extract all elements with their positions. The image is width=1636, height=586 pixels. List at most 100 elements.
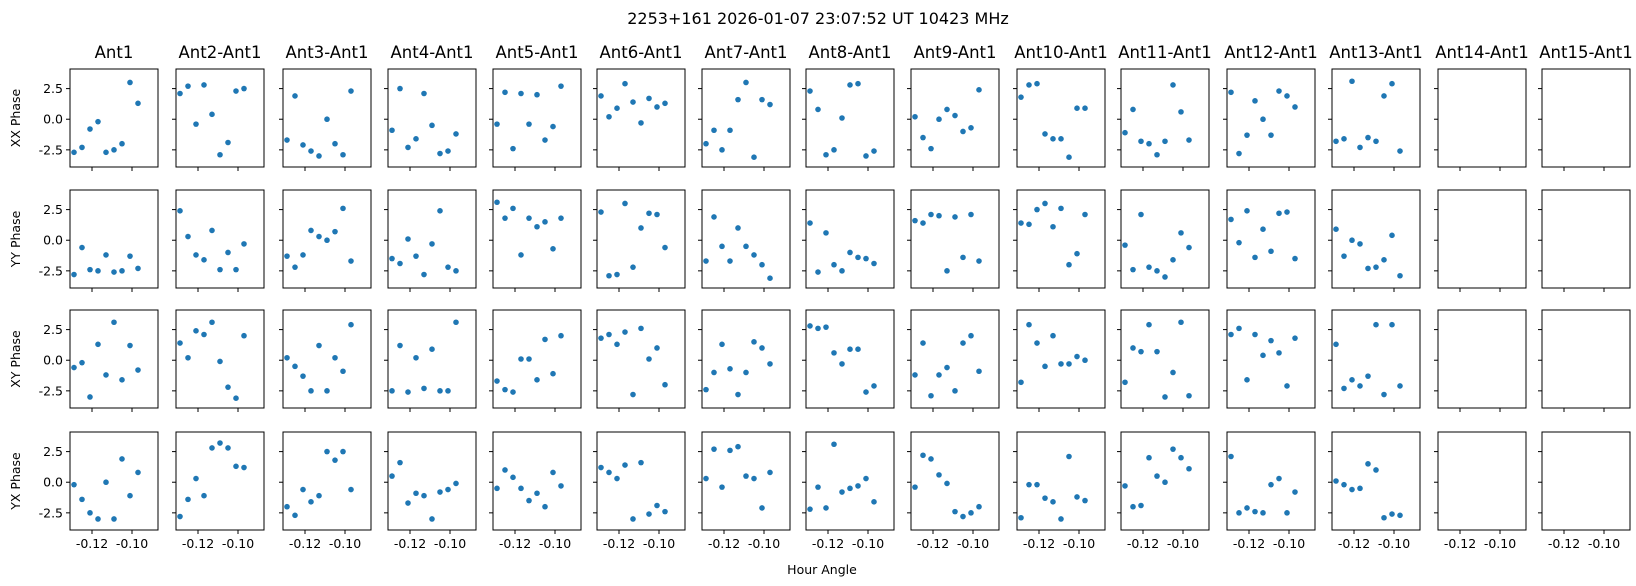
data-point (526, 215, 532, 221)
data-point (550, 123, 556, 130)
data-point (1268, 481, 1274, 488)
data-point (1042, 495, 1048, 501)
data-point (703, 140, 709, 147)
data-point (831, 441, 837, 448)
subplot (593, 68, 686, 171)
data-point (759, 261, 765, 268)
data-point (630, 391, 636, 398)
data-point (1284, 209, 1290, 215)
data-point (968, 332, 974, 339)
data-point (1170, 82, 1176, 88)
data-point (421, 385, 427, 392)
data-point (284, 354, 290, 361)
data-point (1260, 116, 1266, 123)
data-point (1236, 150, 1242, 157)
subplot: -0.12 -0.10 (593, 431, 686, 551)
data-point (1178, 454, 1184, 461)
data-point (550, 246, 556, 252)
data-point (1276, 350, 1282, 356)
data-point (1268, 132, 1274, 138)
data-point (1365, 373, 1371, 379)
data-point (526, 356, 532, 362)
data-point (1244, 132, 1250, 138)
subplot (907, 189, 1000, 292)
x-tick-label: -0.10 (434, 536, 466, 551)
data-point (711, 446, 717, 452)
subplot-frame (387, 431, 477, 531)
data-point (79, 359, 85, 366)
data-point (1050, 136, 1056, 142)
subplot (1328, 309, 1421, 412)
subplot-frame (175, 431, 265, 531)
data-point (348, 258, 354, 264)
data-point (389, 127, 395, 134)
data-point (510, 389, 516, 395)
data-point (654, 345, 660, 351)
data-point (1034, 80, 1040, 87)
subplot-frame (175, 309, 265, 409)
data-point (847, 82, 853, 88)
data-point (1074, 250, 1080, 257)
data-point (928, 392, 934, 399)
subplot-frame (1226, 68, 1316, 168)
subplot-frame (1541, 189, 1631, 289)
subplot-frame (175, 189, 265, 289)
data-point (1341, 385, 1347, 392)
y-tick-label: 0.0 (43, 475, 63, 490)
data-point (1066, 154, 1072, 160)
data-point (1026, 82, 1032, 88)
data-point (534, 91, 540, 98)
data-point (103, 149, 109, 156)
data-point (1349, 78, 1355, 85)
data-point (1292, 335, 1298, 341)
data-point (1228, 453, 1234, 460)
subplot (1434, 189, 1527, 292)
data-point (332, 354, 338, 361)
data-point (847, 485, 853, 492)
data-point (225, 139, 231, 146)
data-point (928, 211, 934, 218)
data-point (348, 88, 354, 94)
data-point (185, 354, 191, 361)
data-point (606, 469, 612, 476)
data-point (1236, 325, 1242, 332)
x-tick-label: -0.10 (116, 536, 148, 551)
data-point (751, 339, 757, 345)
data-point (308, 227, 314, 234)
data-point (193, 328, 199, 334)
data-point (308, 499, 314, 505)
subplot (1117, 68, 1210, 171)
data-point (1252, 98, 1258, 104)
subplot (279, 68, 372, 171)
subplot (1538, 68, 1631, 171)
data-point (703, 258, 709, 264)
data-point (1162, 274, 1168, 280)
data-point (1357, 485, 1363, 492)
data-point (751, 252, 757, 258)
data-point (614, 271, 620, 278)
data-point (413, 253, 419, 259)
data-point (1252, 254, 1258, 261)
data-point (1268, 248, 1274, 255)
data-point (1026, 321, 1032, 328)
x-tick-label: -0.10 (1167, 536, 1199, 551)
data-point (1138, 502, 1144, 509)
data-point (646, 95, 652, 102)
subplot-frame (1226, 309, 1316, 409)
data-point (936, 472, 942, 478)
subplot (384, 68, 477, 171)
y-tick-label: 2.5 (43, 322, 63, 337)
data-point (324, 388, 330, 394)
subplot-frame (492, 309, 582, 409)
data-point (638, 325, 644, 332)
data-point (550, 469, 556, 476)
subplot-frame (1226, 189, 1316, 289)
data-point (630, 99, 636, 105)
subplot-frame (701, 68, 791, 168)
x-tick-label: -0.10 (329, 536, 361, 551)
y-tick-label: -2.5 (39, 263, 63, 278)
data-point (1018, 220, 1024, 226)
data-point (944, 364, 950, 371)
data-point (397, 459, 403, 466)
